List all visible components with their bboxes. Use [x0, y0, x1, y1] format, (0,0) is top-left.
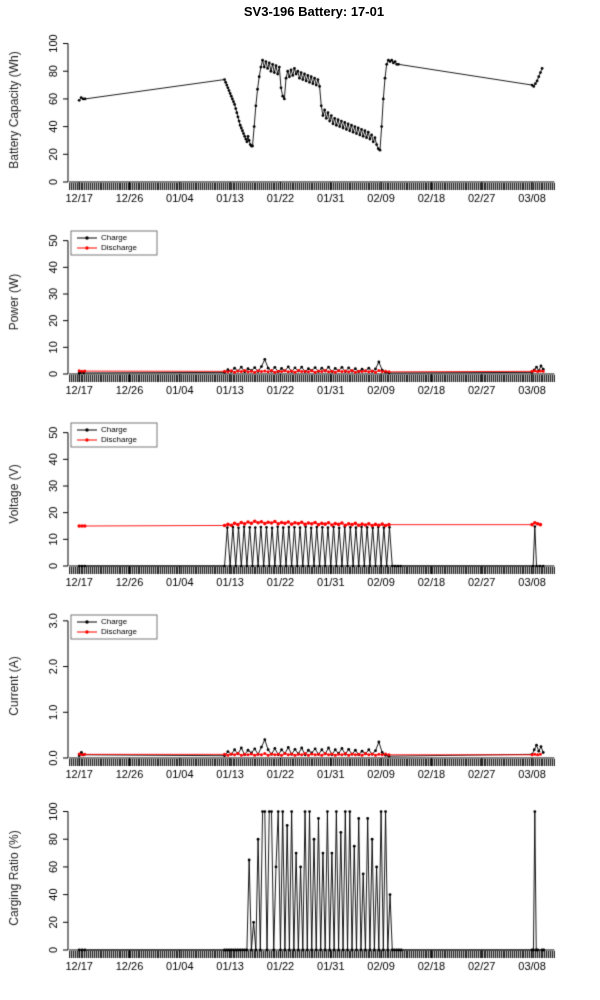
- current-chart: [0, 600, 600, 792]
- power-chart: [0, 216, 600, 408]
- charging-ratio-chart: [0, 792, 600, 984]
- voltage-chart: [0, 408, 600, 600]
- page-title: SV3-196 Battery: 17-01: [243, 4, 385, 19]
- battery-capacity-chart: [0, 24, 600, 216]
